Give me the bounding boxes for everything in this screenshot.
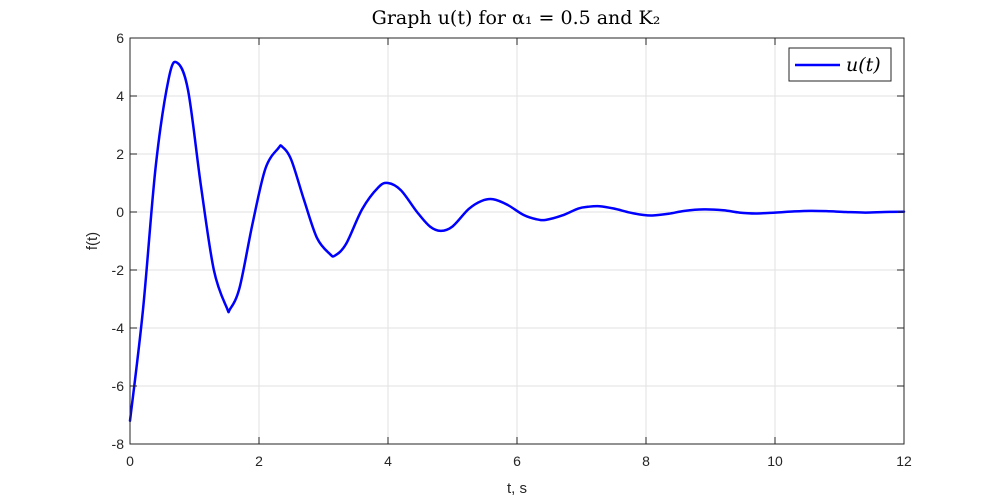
x-tick-label: 6 xyxy=(513,453,521,469)
x-tick-label: 0 xyxy=(126,453,134,469)
x-tick-label: 2 xyxy=(255,453,263,469)
y-tick-label: 2 xyxy=(116,146,124,162)
y-tick-label: -4 xyxy=(112,320,125,336)
series-layer xyxy=(128,60,906,423)
y-tick-label: 4 xyxy=(116,88,124,104)
x-tick-label: 8 xyxy=(642,453,650,469)
ticks xyxy=(129,37,905,445)
y-tick-label: 0 xyxy=(116,204,124,220)
y-axis-label: f(t) xyxy=(84,232,101,250)
series-line-u xyxy=(128,60,906,423)
legend-entry-u: u(t) xyxy=(846,54,881,76)
y-tick-label: -8 xyxy=(112,436,125,452)
x-axis-label: t, s xyxy=(507,480,527,497)
chart-title: Graph u(t) for α₁ = 0.5 and K₂ xyxy=(372,7,661,29)
y-tick-label: -2 xyxy=(112,262,125,278)
x-tick-label: 10 xyxy=(767,453,783,469)
tick-labels: 0 2 4 6 8 10 12 -8 -6 -4 -2 0 2 4 6 xyxy=(112,30,912,469)
y-tick-label: -6 xyxy=(112,378,125,394)
x-tick-label: 4 xyxy=(384,453,392,469)
legend: u(t) xyxy=(788,47,892,82)
x-tick-label: 12 xyxy=(896,453,912,469)
y-tick-label: 6 xyxy=(116,30,124,46)
